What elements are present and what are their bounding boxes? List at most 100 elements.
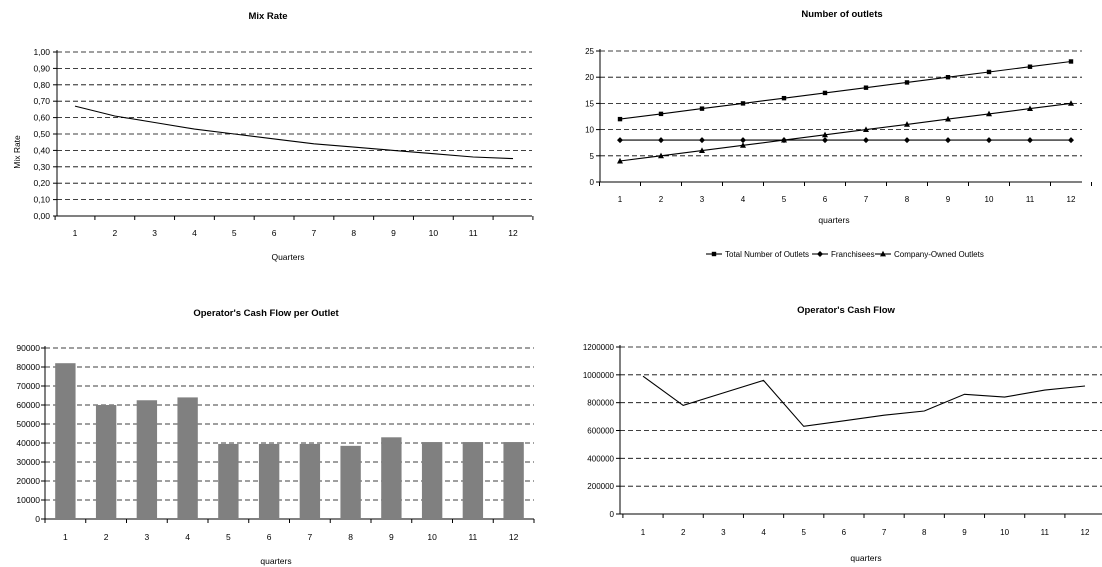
mix-x-tick-label: 7 bbox=[312, 228, 317, 238]
cf-y-tick-label: 600000 bbox=[587, 427, 614, 436]
legend-label: Company-Owned Outlets bbox=[894, 250, 984, 259]
outlets-y-tick-label: 0 bbox=[590, 178, 595, 187]
outlets-data-point bbox=[699, 106, 705, 111]
cash-flow-per-outlet-x-axis-label: quarters bbox=[260, 556, 291, 566]
cfpo-x-tick-label: 12 bbox=[509, 532, 519, 542]
outlets-data-point bbox=[822, 137, 828, 144]
mix-x-tick-label: 6 bbox=[272, 228, 277, 238]
cfpo-y-tick-label: 70000 bbox=[16, 381, 40, 391]
cf-x-tick-label: 5 bbox=[802, 528, 807, 537]
cfpo-y-tick-label: 80000 bbox=[16, 362, 40, 372]
cfpo-bar bbox=[258, 443, 280, 519]
outlets-data-point bbox=[617, 157, 623, 164]
outlets-data-point bbox=[1027, 105, 1033, 112]
outlets-x-tick-label: 2 bbox=[659, 195, 664, 204]
outlets-data-point bbox=[658, 137, 664, 144]
outlets-x-tick-label: 8 bbox=[905, 195, 910, 204]
outlets-data-point bbox=[863, 137, 869, 144]
cfpo-bar bbox=[177, 397, 198, 519]
outlets-y-tick-label: 25 bbox=[585, 47, 594, 56]
outlets-series-line bbox=[619, 60, 1072, 120]
cash-flow-per-outlet-chart-title: Operator's Cash Flow per Outlet bbox=[193, 308, 339, 319]
cfpo-x-tick-label: 10 bbox=[427, 532, 437, 542]
outlets-data-point bbox=[699, 147, 705, 153]
outlets-y-tick-label: 15 bbox=[585, 99, 594, 108]
outlets-y-tick-label: 5 bbox=[590, 152, 595, 161]
cash-flow-chart: Operator's Cash Flow quarters 0 200000 400… bbox=[583, 305, 1102, 563]
cf-x-tick-label: 12 bbox=[1081, 528, 1090, 537]
outlets-data-point bbox=[617, 137, 623, 144]
outlets-data-point bbox=[1027, 137, 1033, 144]
cfpo-bar bbox=[55, 363, 76, 519]
mix-series-line bbox=[74, 105, 514, 160]
cfpo-bar bbox=[299, 443, 321, 519]
outlets-data-point bbox=[699, 137, 705, 144]
cf-x-tick-label: 2 bbox=[681, 528, 686, 537]
cf-y-tick-label: 0 bbox=[610, 510, 615, 519]
mix-x-tick-label: 8 bbox=[351, 228, 356, 238]
cf-x-tick-label: 3 bbox=[721, 528, 726, 537]
cfpo-bar bbox=[381, 437, 402, 519]
legend-marker bbox=[711, 251, 717, 257]
cf-x-tick-label: 11 bbox=[1041, 528, 1050, 537]
cfpo-x-tick-label: 8 bbox=[348, 532, 353, 542]
cfpo-bar bbox=[340, 445, 361, 519]
outlets-data-point bbox=[658, 111, 664, 117]
outlets-data-point bbox=[822, 131, 828, 138]
mix-rate-x-axis-label: Quarters bbox=[271, 252, 304, 262]
cash-flow-chart-title: Operator's Cash Flow bbox=[797, 305, 895, 316]
outlets-data-point bbox=[863, 126, 869, 132]
outlets-data-point bbox=[1068, 59, 1074, 64]
cfpo-bar bbox=[218, 443, 239, 519]
outlets-y-tick-label: 20 bbox=[585, 73, 594, 82]
mix-y-tick-label: 0,60 bbox=[33, 113, 50, 123]
cfpo-bar bbox=[421, 442, 443, 519]
outlets-x-tick-label: 3 bbox=[700, 195, 705, 204]
cfpo-y-tick-label: 40000 bbox=[16, 438, 40, 448]
mix-rate-chart-title: Mix Rate bbox=[248, 11, 287, 22]
outlets-data-point bbox=[658, 152, 664, 159]
cfpo-y-tick-label: 20000 bbox=[16, 476, 40, 486]
outlets-x-tick-label: 10 bbox=[985, 195, 994, 204]
outlets-x-tick-label: 7 bbox=[864, 195, 869, 204]
legend-marker bbox=[817, 251, 823, 257]
outlets-data-point bbox=[945, 75, 951, 80]
mix-rate-chart: Mix Rate Quarters Mix Rate 0,00 0,10 0,20 0… bbox=[12, 11, 534, 262]
mix-y-tick-label: 0,50 bbox=[33, 129, 50, 139]
outlets-data-point bbox=[904, 121, 910, 127]
outlets-x-tick-label: 12 bbox=[1067, 195, 1076, 204]
outlets-x-tick-label: 5 bbox=[782, 195, 787, 204]
cfpo-y-tick-label: 50000 bbox=[16, 419, 40, 429]
cf-y-tick-label: 1200000 bbox=[583, 343, 615, 352]
cash-flow-per-outlet-chart: Operator's Cash Flow per Outlet quarters… bbox=[16, 308, 535, 566]
outlets-data-point bbox=[945, 137, 951, 144]
cfpo-y-tick-label: 10000 bbox=[16, 495, 40, 505]
cfpo-y-tick-label: 90000 bbox=[16, 343, 40, 353]
cfpo-x-tick-label: 4 bbox=[185, 532, 190, 542]
cfpo-y-tick-label: 60000 bbox=[16, 400, 40, 410]
mix-y-tick-label: 0,80 bbox=[33, 80, 50, 90]
cfpo-y-tick-label: 30000 bbox=[16, 457, 40, 467]
outlets-data-point bbox=[863, 85, 869, 90]
mix-rate-y-axis-label: Mix Rate bbox=[12, 135, 22, 169]
cfpo-x-tick-label: 7 bbox=[308, 532, 313, 542]
outlets-data-point bbox=[740, 101, 746, 106]
outlets-data-point bbox=[617, 116, 623, 122]
cfpo-x-tick-label: 3 bbox=[145, 532, 150, 542]
cf-x-tick-label: 8 bbox=[922, 528, 927, 537]
cf-y-tick-label: 200000 bbox=[587, 482, 614, 491]
cf-x-tick-label: 10 bbox=[1000, 528, 1009, 537]
outlets-x-tick-label: 1 bbox=[618, 195, 623, 204]
outlets-x-tick-label: 11 bbox=[1026, 195, 1035, 204]
cf-x-tick-label: 1 bbox=[641, 528, 646, 537]
outlets-data-point bbox=[1068, 100, 1074, 106]
legend-label: Total Number of Outlets bbox=[725, 250, 809, 259]
outlets-data-point bbox=[781, 95, 787, 101]
cfpo-x-tick-label: 11 bbox=[468, 532, 477, 542]
outlets-data-point bbox=[822, 90, 828, 96]
mix-y-tick-label: 0,00 bbox=[33, 211, 50, 221]
cf-y-tick-label: 1000000 bbox=[583, 371, 615, 380]
mix-x-tick-label: 2 bbox=[112, 228, 117, 238]
outlets-chart: Number of outlets quarters Total Number … bbox=[585, 9, 1092, 259]
